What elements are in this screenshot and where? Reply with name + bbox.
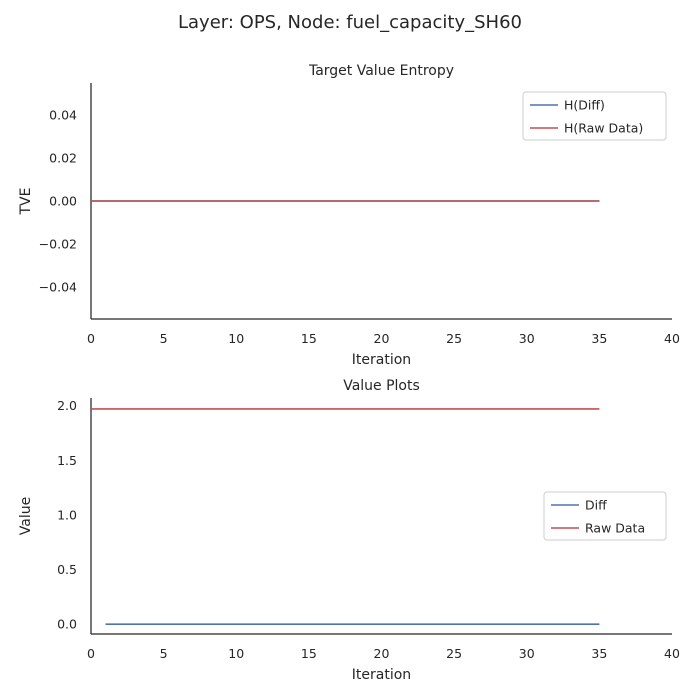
- subplot-value-plots: Value Plots 0 5 10 15 20 25 30 35 40 0.0 0.5 1.0 1.5 2…: [18, 378, 680, 683]
- x-tick-label: 25: [446, 646, 462, 661]
- legend-label: Diff: [585, 498, 607, 513]
- x-axis-label: Iteration: [352, 352, 411, 368]
- y-tick-label: 1.5: [57, 453, 77, 468]
- legend: H(Diff) H(Raw Data): [522, 91, 667, 141]
- x-tick-label: 20: [374, 646, 390, 661]
- y-tick-label: −0.04: [39, 279, 77, 294]
- legend-label: H(Raw Data): [564, 121, 643, 136]
- axes-title: Value Plots: [343, 378, 420, 394]
- y-tick-label: 1.0: [57, 507, 77, 522]
- legend-label: Raw Data: [585, 521, 645, 536]
- x-tick-label: 15: [301, 331, 317, 346]
- subplot-target-value-entropy: Target Value Entropy 0 5 10 15 20 25 30 35 40 −0.0…: [18, 63, 680, 368]
- y-tick-label: 2.0: [57, 398, 77, 413]
- legend-box: [522, 91, 667, 141]
- axes-title: Target Value Entropy: [308, 63, 454, 79]
- y-tick-label: 0.02: [49, 151, 77, 166]
- x-tick-label: 0: [87, 646, 95, 661]
- x-axis-label: Iteration: [352, 667, 411, 683]
- x-tick-label: 25: [446, 331, 462, 346]
- x-tick-label: 10: [228, 646, 244, 661]
- x-tick-label: 15: [301, 646, 317, 661]
- y-axis-label: Value: [18, 497, 34, 535]
- figure-suptitle: Layer: OPS, Node: fuel_capacity_SH60: [178, 12, 522, 33]
- x-tick-label: 35: [591, 331, 607, 346]
- y-tick-label: −0.02: [39, 236, 77, 251]
- x-tick-label: 35: [591, 646, 607, 661]
- x-tick-label: 30: [519, 646, 535, 661]
- y-tick-label: 0.00: [49, 194, 77, 209]
- y-tick-label: 0.0: [57, 617, 77, 632]
- x-tick-label: 40: [664, 646, 680, 661]
- x-tick-label: 10: [228, 331, 244, 346]
- x-tick-label: 40: [664, 331, 680, 346]
- x-tick-label: 0: [87, 331, 95, 346]
- y-tick-label: 0.5: [57, 562, 77, 577]
- y-axis-label: TVE: [18, 188, 34, 216]
- x-tick-label: 30: [519, 331, 535, 346]
- legend-label: H(Diff): [564, 98, 605, 113]
- x-tick-label: 5: [160, 646, 168, 661]
- legend: Diff Raw Data: [543, 491, 667, 541]
- y-tick-label: 0.04: [49, 108, 77, 123]
- x-tick-label: 20: [374, 331, 390, 346]
- x-tick-label: 5: [160, 331, 168, 346]
